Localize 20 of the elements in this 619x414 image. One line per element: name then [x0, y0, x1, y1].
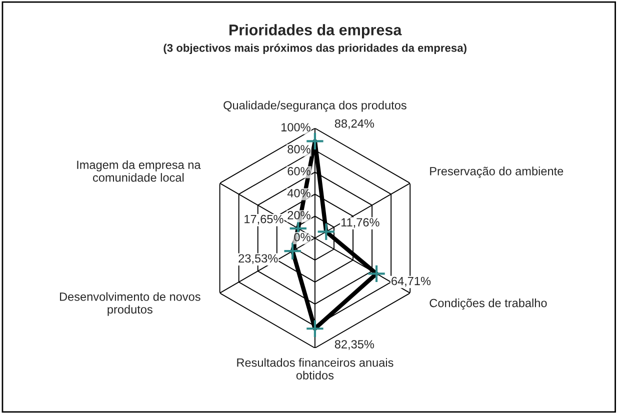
spoke-label: Preservação do ambiente: [430, 166, 564, 178]
y-tick-label: 40%: [287, 188, 310, 198]
spoke-label: Qualidade/segurança dos produtos: [224, 100, 406, 112]
data-label: 17,65%: [244, 214, 284, 225]
chart-title: Prioridades da empresa: [229, 24, 402, 38]
data-label: 64,71%: [392, 276, 431, 287]
y-tick-label: 80%: [288, 145, 310, 154]
data-label: 82,35%: [334, 340, 374, 350]
spoke-label: Imagem da empresa na comunidade local: [77, 160, 201, 182]
data-label: 88,24%: [334, 119, 374, 130]
chart-subtitle: (3 objectivos mais próximos das prioridades da empresa): [164, 44, 466, 54]
data-label: 11,76%: [341, 218, 380, 228]
spoke-label: Desenvolvimento de novos produtos: [60, 292, 200, 316]
y-tick-label: 0%: [294, 232, 310, 242]
data-label: 23,53%: [238, 254, 278, 264]
y-tick-label: 60%: [288, 167, 310, 176]
spoke-label: Resultados financeiros anuais obtidos: [237, 358, 394, 380]
y-tick-label: 20%: [288, 210, 310, 220]
y-tick-label: 100%: [281, 123, 310, 132]
spoke-label: Condições de trabalho: [430, 298, 547, 310]
